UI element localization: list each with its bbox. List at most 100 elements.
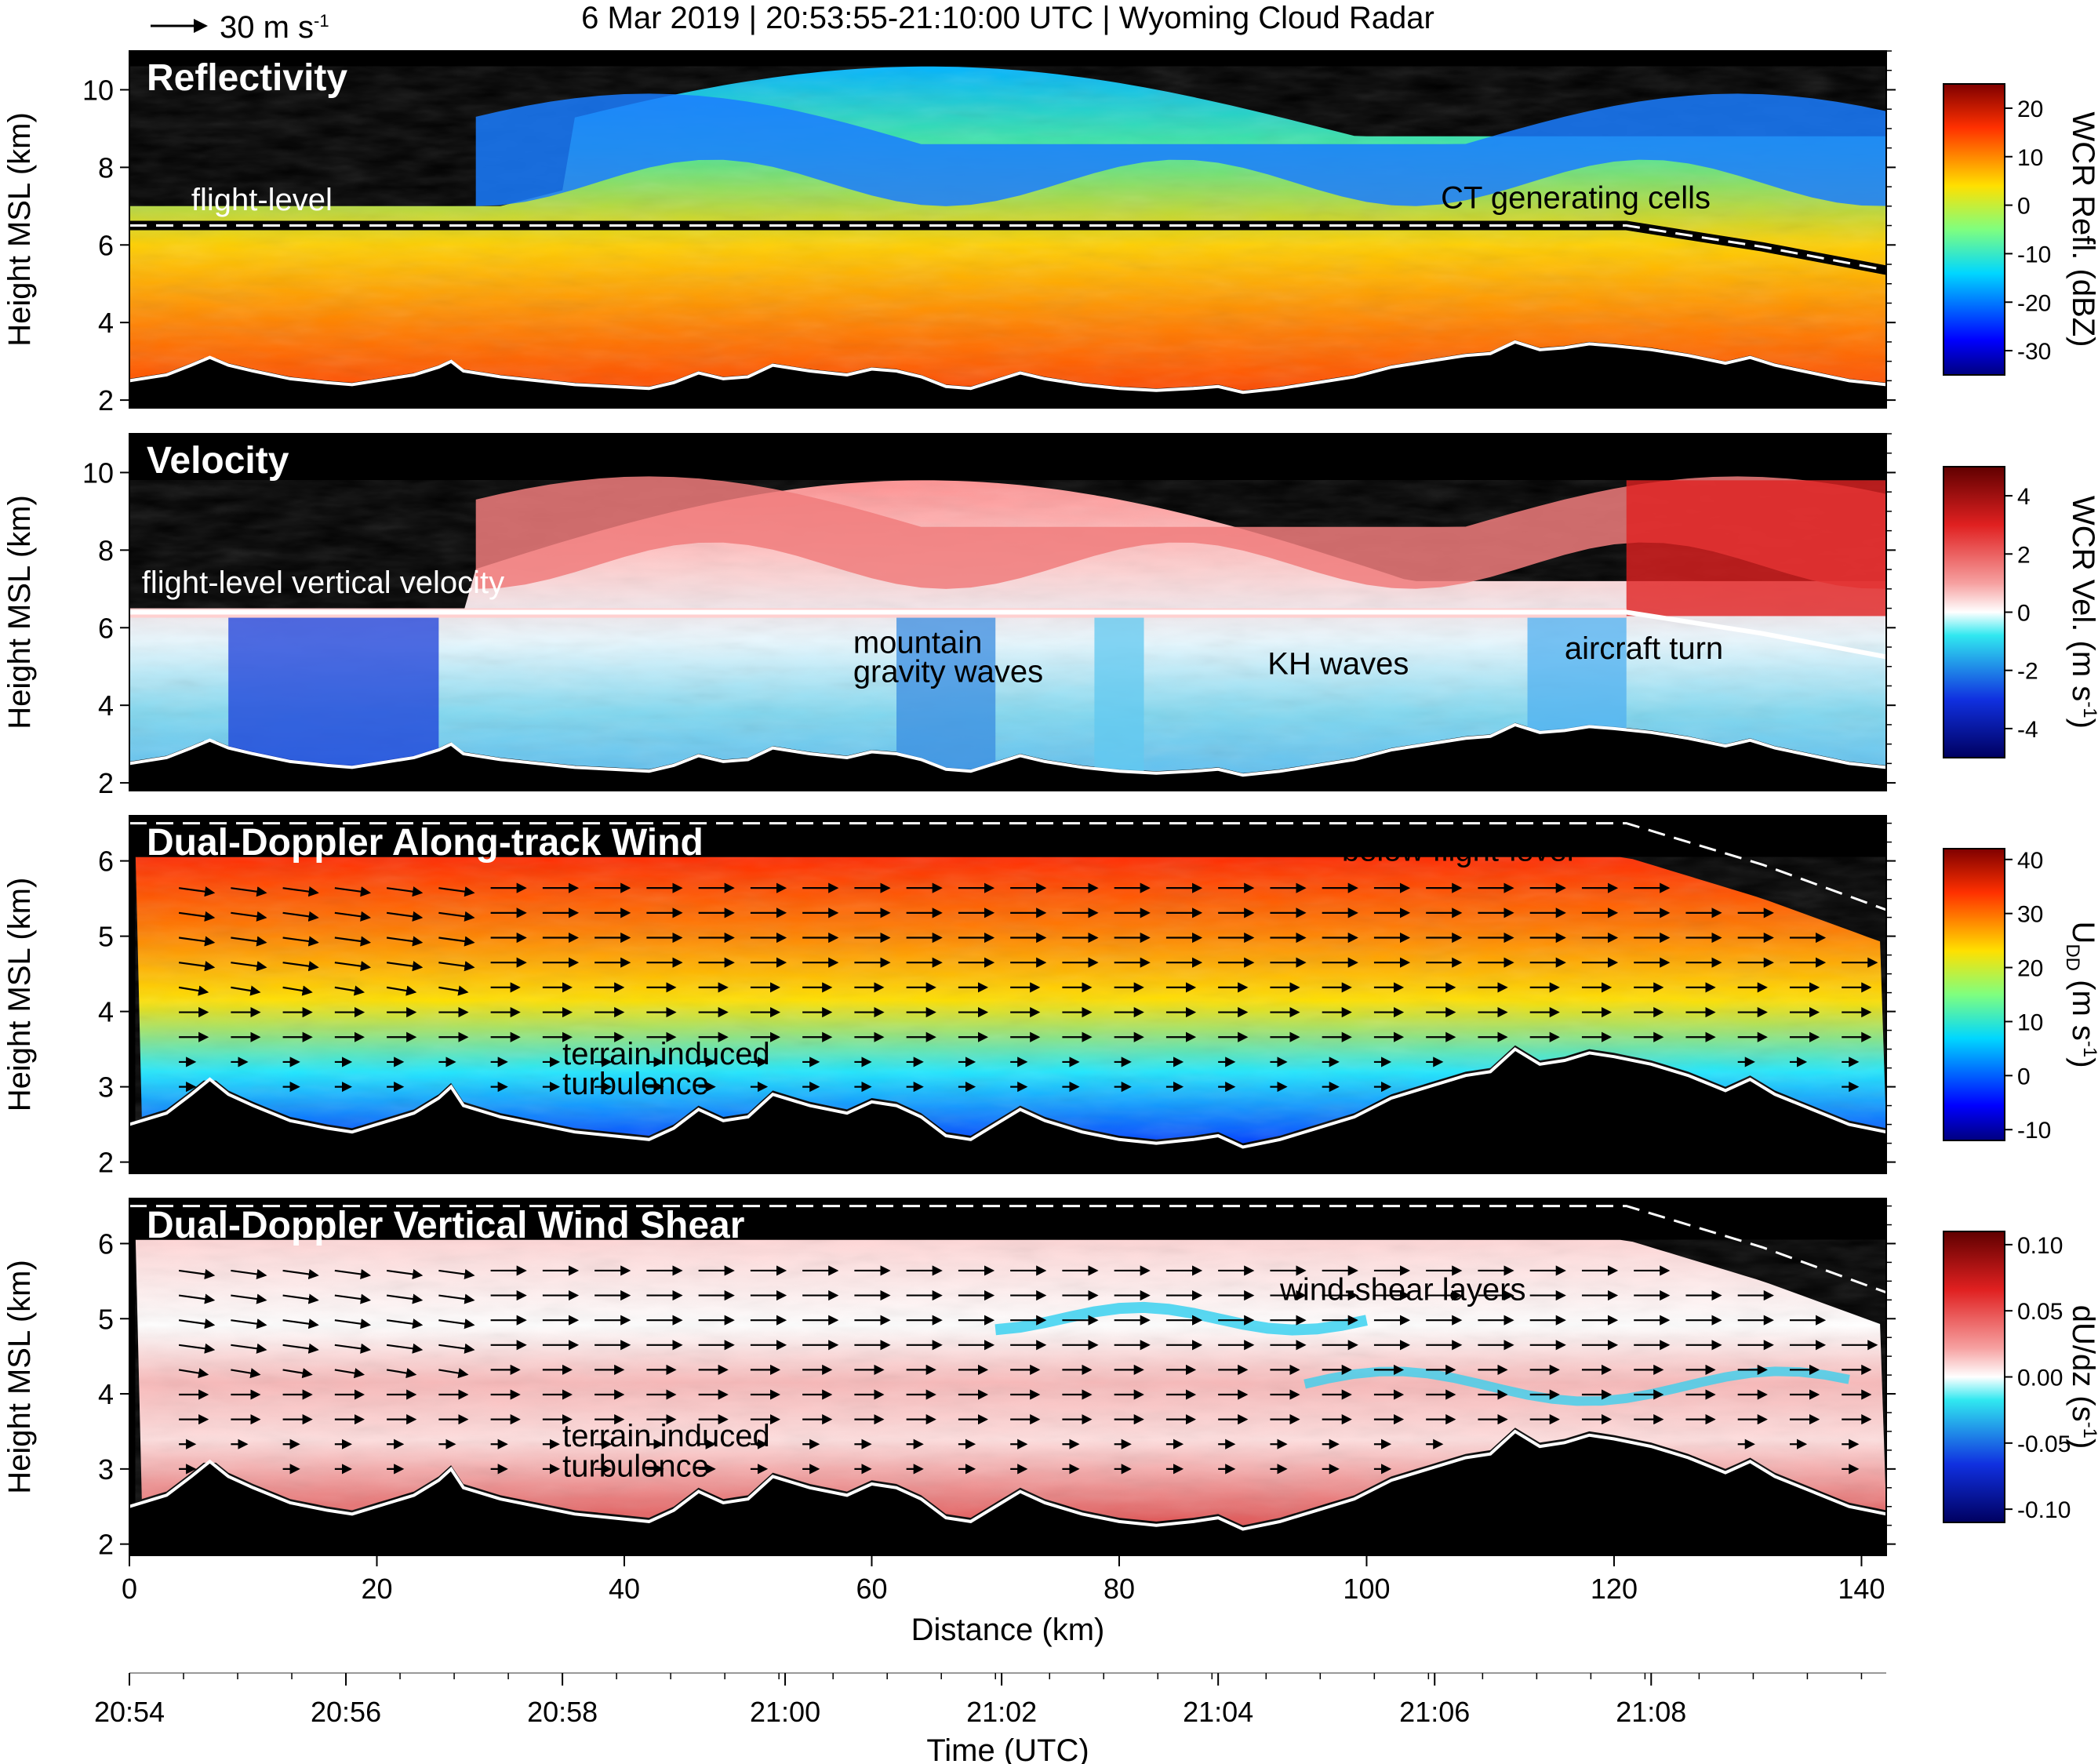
y-tick-label: 2 (98, 767, 114, 799)
terrain-line (129, 1047, 1886, 1149)
y-tick-label: 4 (98, 307, 114, 339)
colorbar-tick-label: -10 (2017, 1118, 2051, 1144)
panel-title: Velocity (147, 440, 289, 482)
figure-title: 6 Mar 2019 | 20:53:55-21:10:00 UTC | Wyo… (581, 1, 1434, 35)
time-axis-label: Time (UTC) (926, 1733, 1089, 1764)
y-axis-label: Height MSL (km) (2, 1260, 37, 1494)
wind-vector (386, 1293, 424, 1304)
wind-vector (438, 1368, 469, 1379)
y-axis: 2 3 4 5 6 (98, 1205, 1896, 1561)
wind-vector (282, 911, 319, 922)
colorbar-label-end: ) (2066, 718, 2098, 729)
wind-vector (334, 911, 372, 922)
wind-vector (334, 1368, 365, 1379)
wind-vector (178, 961, 216, 972)
wind-vector (438, 1268, 475, 1280)
colorbar-scale (1943, 848, 2005, 1141)
time-tick-label: 21:08 (1616, 1696, 1686, 1728)
upper-cloud-layer (475, 93, 1886, 206)
colorbar-tick-label: -10 (2017, 242, 2051, 267)
wind-vector (334, 961, 372, 972)
y-tick-label: 10 (82, 456, 114, 489)
colorbar: 0.10 0.05 0.00 -0.05 -0.10 dU/dz (s-1) (1943, 1231, 2098, 1523)
flight-level-line (129, 224, 1886, 271)
wind-vector (178, 1268, 216, 1280)
y-tick-label: 6 (98, 846, 114, 878)
plot-frame (129, 815, 1887, 1174)
velocity-column-3 (1094, 612, 1144, 772)
distance-tick-label: 100 (1343, 1573, 1390, 1605)
colorbar-label-mid: (m s (2066, 971, 2098, 1041)
annotation: terrain induced (562, 1419, 770, 1453)
colorbar-label-text: WCR Refl. (dBZ) (2066, 112, 2098, 347)
time-tick-label: 21:04 (1183, 1696, 1253, 1728)
shear-layer-1 (994, 1301, 1368, 1336)
wind-vector (386, 936, 424, 947)
wind-vector (231, 886, 267, 897)
colorbar-scale (1943, 1231, 2005, 1523)
colorbar-label: WCR Refl. (dBZ) (2066, 112, 2098, 347)
y-axis-label: Height MSL (km) (2, 878, 37, 1112)
time-tick-label: 20:58 (527, 1696, 598, 1728)
wind-vector (334, 1293, 372, 1304)
y-tick-label: 6 (98, 612, 114, 644)
terrain-line (129, 1429, 1886, 1531)
wind-vector (386, 911, 424, 922)
wind-vector (438, 911, 475, 922)
plot-area (129, 476, 1886, 791)
flight-level-line (129, 1205, 1886, 1294)
annotation: mountain (853, 625, 983, 660)
flight-track (129, 609, 1886, 660)
wind-vector (178, 1293, 216, 1304)
colorbar-label: dU/dz (s-1) (2066, 1305, 2098, 1449)
colorbar-label-text: dU/dz (s (2066, 1305, 2098, 1422)
wind-vectors (178, 882, 1878, 1093)
y-tick-label: 8 (98, 151, 114, 184)
colorbar-tick-label: 20 (2017, 956, 2043, 982)
colorbar-label-sub: DD (2062, 944, 2083, 971)
time-tick-label: 20:56 (311, 1696, 381, 1728)
upper-cloud-layer (475, 476, 1886, 589)
wind-vector (438, 961, 475, 972)
wind-vector (231, 1293, 267, 1304)
annotation: KH waves (1267, 647, 1409, 682)
wind-vector (231, 911, 267, 922)
wind-vector (386, 985, 417, 996)
wind-vector (178, 1318, 216, 1329)
colorbar-tick-label: 0.00 (2017, 1366, 2063, 1391)
colorbar-tick-label: 30 (2017, 902, 2043, 928)
distance-tick-label: 20 (361, 1573, 392, 1605)
y-tick-label: 8 (98, 534, 114, 566)
wind-vector (334, 886, 372, 897)
y-tick-label: 4 (98, 1378, 114, 1410)
colorbar-tick-label: -20 (2017, 290, 2051, 316)
wind-vector (438, 886, 475, 897)
panels: 2 4 6 8 10 Height MSL (km) Reflectivity flight-… (2, 50, 2098, 1561)
colorbar-label-sup: -1 (2079, 1422, 2098, 1438)
colorbar-label-text: WCR Vel. (m s (2066, 496, 2098, 701)
plot-frame (129, 1198, 1887, 1556)
scale-arrow-label: 30 m s-1 (220, 10, 329, 45)
distance-tick-label: 140 (1838, 1573, 1885, 1605)
colorbar-tick-label: -0.10 (2017, 1497, 2071, 1523)
annotation: flight-level (191, 183, 333, 217)
time-tick-label: 20:54 (94, 1696, 165, 1728)
wind-vector (386, 886, 424, 897)
y-tick-label: 6 (98, 229, 114, 261)
wind-vector (438, 1343, 475, 1354)
panel-title: Dual-Doppler Vertical Wind Shear (147, 1205, 744, 1246)
wind-vector (386, 1343, 424, 1354)
annotation: wind-shear layers (1279, 1272, 1525, 1307)
colorbar-tick-label: -4 (2017, 717, 2038, 743)
time-tick-label: 21:06 (1399, 1696, 1470, 1728)
colorbar: 20 10 0 -10 -20 -30 WCR Refl. (dBZ) (1943, 83, 2098, 376)
wind-vector (386, 1368, 417, 1379)
colorbar-tick-label: 4 (2017, 484, 2031, 510)
wind-vector (334, 985, 365, 996)
colorbar-tick-label: 0 (2017, 601, 2031, 627)
plot-area (129, 1205, 1886, 1555)
colorbar: 40 30 20 10 0 -10 UDD (m s-1) (1943, 848, 2098, 1144)
colorbar-tick-label: -30 (2017, 339, 2051, 365)
wind-vector (438, 1318, 475, 1329)
wind-vector (178, 1368, 209, 1379)
